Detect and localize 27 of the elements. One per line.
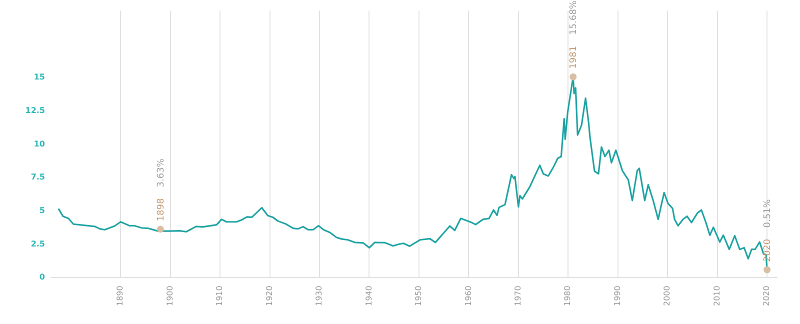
annotation: 1981 [569, 46, 580, 69]
x-tick-label: 1890 [116, 286, 125, 306]
x-tick-label: 2020 [762, 286, 772, 306]
y-tick-label: 7.5 [30, 172, 46, 182]
x-tick-label: 1970 [514, 286, 523, 306]
x-tick-label: 2000 [662, 286, 672, 306]
x-tick-label: 1940 [364, 286, 374, 306]
y-tick-label: 15 [34, 72, 46, 82]
annotation: 0.51% [763, 198, 774, 228]
annotation: 1898 [156, 198, 166, 222]
y-tick-label: 10 [34, 139, 46, 148]
y-tick-label: 12.5 [25, 106, 46, 115]
x-tick-label: 1920 [264, 286, 274, 306]
y-tick-label: 2.5 [30, 239, 46, 248]
x-tick-label: 1900 [165, 286, 174, 306]
annotation: 2020 [763, 238, 774, 262]
x-tick-label: 1930 [314, 286, 324, 306]
annotation: 15.68% [569, 0, 580, 35]
x-tick-label: 1980 [563, 286, 572, 306]
x-tick-label: 1960 [464, 286, 473, 306]
x-tick-label: 2010 [712, 286, 722, 306]
x-tick-label: 1990 [612, 286, 622, 306]
y-tick-label: 0 [39, 272, 46, 282]
x-tick-label: 1910 [215, 286, 224, 306]
y-tick-label: 5 [39, 206, 46, 216]
x-tick-label: 1950 [414, 286, 424, 306]
annotation: 3.63% [156, 158, 166, 188]
